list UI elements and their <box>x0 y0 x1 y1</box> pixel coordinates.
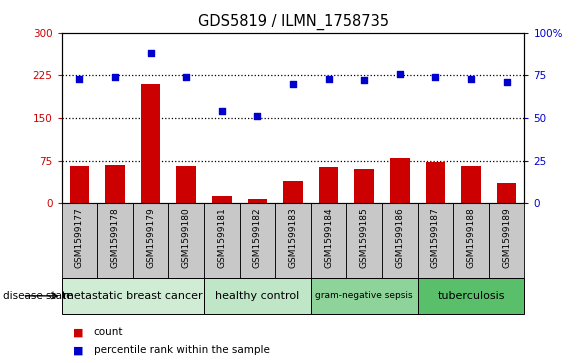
Bar <box>275 203 311 278</box>
Text: GSM1599183: GSM1599183 <box>288 207 298 268</box>
Point <box>110 74 120 80</box>
Text: GSM1599178: GSM1599178 <box>110 207 120 268</box>
Text: metastatic breast cancer: metastatic breast cancer <box>63 291 203 301</box>
Bar <box>176 166 196 203</box>
Text: ■: ■ <box>73 345 84 355</box>
Text: healthy control: healthy control <box>215 291 299 301</box>
Text: GSM1599186: GSM1599186 <box>396 207 404 268</box>
Point <box>466 76 476 82</box>
Text: GSM1599185: GSM1599185 <box>360 207 369 268</box>
Bar <box>418 203 453 278</box>
Bar <box>62 278 204 314</box>
Point <box>182 74 191 80</box>
Bar <box>212 196 231 203</box>
Bar <box>168 203 204 278</box>
Point <box>74 76 84 82</box>
Text: GSM1599188: GSM1599188 <box>466 207 476 268</box>
Bar <box>311 278 418 314</box>
Text: tuberculosis: tuberculosis <box>437 291 505 301</box>
Title: GDS5819 / ILMN_1758735: GDS5819 / ILMN_1758735 <box>197 14 389 30</box>
Bar <box>133 203 168 278</box>
Bar <box>105 164 125 203</box>
Text: GSM1599179: GSM1599179 <box>146 207 155 268</box>
Text: count: count <box>94 327 123 337</box>
Text: disease state: disease state <box>3 291 73 301</box>
Text: gram-negative sepsis: gram-negative sepsis <box>315 291 413 300</box>
Text: GSM1599182: GSM1599182 <box>253 207 262 268</box>
Text: GSM1599181: GSM1599181 <box>217 207 226 268</box>
Bar <box>418 278 524 314</box>
Point <box>217 108 226 114</box>
Bar <box>355 169 374 203</box>
Bar <box>141 84 161 203</box>
Point <box>502 79 512 85</box>
Bar <box>204 203 240 278</box>
Text: GSM1599177: GSM1599177 <box>75 207 84 268</box>
Bar <box>311 203 346 278</box>
Point <box>431 74 440 80</box>
Text: ■: ■ <box>73 327 84 337</box>
Bar <box>382 203 418 278</box>
Bar <box>489 203 524 278</box>
Text: percentile rank within the sample: percentile rank within the sample <box>94 345 270 355</box>
Text: GSM1599187: GSM1599187 <box>431 207 440 268</box>
Bar <box>70 166 89 203</box>
Bar <box>497 183 516 203</box>
Point <box>324 76 333 82</box>
Bar <box>240 203 275 278</box>
Point <box>146 50 155 56</box>
Point <box>253 113 262 119</box>
Bar <box>283 180 303 203</box>
Bar <box>425 162 445 203</box>
Bar <box>453 203 489 278</box>
Bar <box>97 203 133 278</box>
Bar <box>62 203 97 278</box>
Point <box>395 71 404 77</box>
Point <box>288 81 298 87</box>
Bar <box>346 203 382 278</box>
Point <box>360 78 369 83</box>
Bar <box>204 278 311 314</box>
Text: GSM1599180: GSM1599180 <box>182 207 190 268</box>
Text: GSM1599189: GSM1599189 <box>502 207 511 268</box>
Bar <box>248 199 267 203</box>
Text: GSM1599184: GSM1599184 <box>324 207 333 268</box>
Bar <box>390 158 410 203</box>
Bar <box>461 166 481 203</box>
Bar <box>319 167 338 203</box>
